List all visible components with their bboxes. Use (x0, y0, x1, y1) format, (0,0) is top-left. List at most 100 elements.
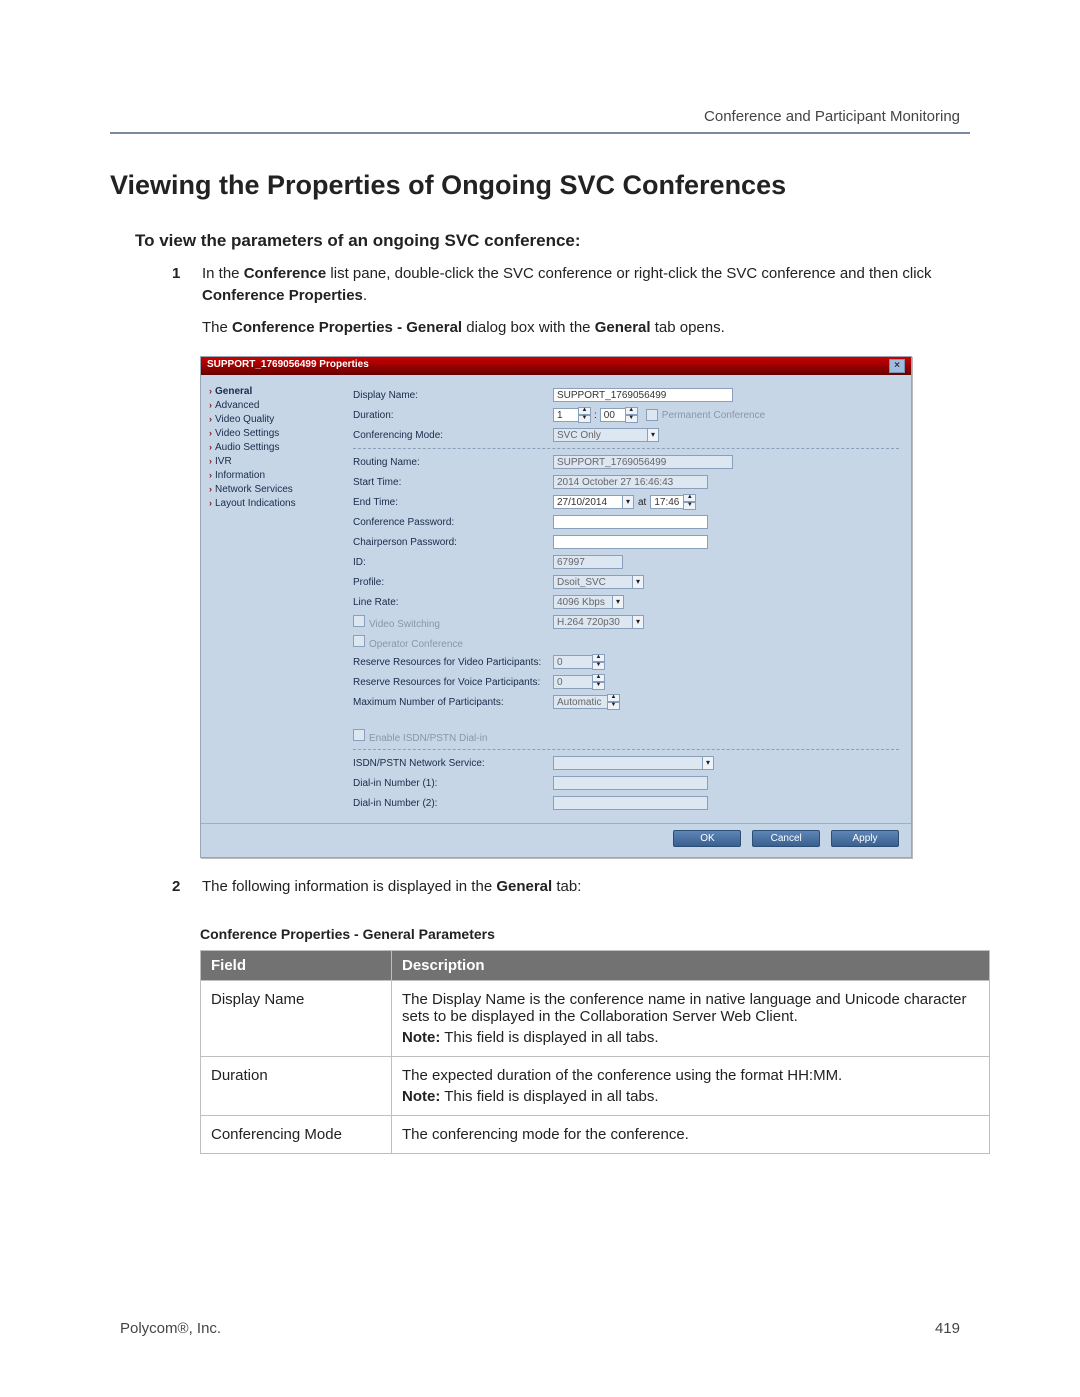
input-dialin1 (553, 776, 708, 790)
input-display-name[interactable]: SUPPORT_1769056499 (553, 388, 733, 402)
cell-desc: The expected duration of the conference … (392, 1057, 990, 1116)
input-res-video: 0 (553, 655, 593, 669)
sidebar-item-information[interactable]: ›Information (209, 470, 341, 481)
chevron-down-icon[interactable]: ▾ (622, 495, 634, 509)
label-line-rate: Line Rate: (353, 597, 553, 608)
t: Conference Properties (202, 287, 363, 304)
select-vswitch: H.264 720p30 (553, 615, 633, 629)
step-2-number: 2 (172, 876, 180, 898)
chevron-down-icon: ▾ (647, 428, 659, 442)
input-duration-hh[interactable]: 1 (553, 408, 579, 422)
input-res-voice: 0 (553, 675, 593, 689)
label-conf-mode: Conferencing Mode: (353, 430, 553, 441)
dialog-title: SUPPORT_1769056499 Properties (207, 359, 369, 373)
label-dialin2: Dial-in Number (2): (353, 798, 553, 809)
apply-button[interactable]: Apply (831, 830, 899, 847)
sidebar-item-video-quality[interactable]: ›Video Quality (209, 414, 341, 425)
dialog-sidebar: ›General ›Advanced ›Video Quality ›Video… (201, 375, 345, 823)
step-2: 2 The following information is displayed… (172, 876, 950, 898)
t: General (496, 878, 552, 895)
cell-desc: The Display Name is the conference name … (392, 981, 990, 1057)
arrow-icon: › (209, 470, 212, 480)
label-permanent: Permanent Conference (662, 410, 765, 421)
t: tab: (552, 878, 581, 895)
table-caption: Conference Properties - General Paramete… (200, 926, 970, 942)
footer-right: 419 (935, 1320, 960, 1337)
checkbox-opconf (353, 635, 365, 647)
sidebar-item-layout-indications[interactable]: ›Layout Indications (209, 498, 341, 509)
input-end-date[interactable]: 27/10/2014 (553, 495, 623, 509)
t: tab opens. (651, 319, 725, 336)
arrow-icon: › (209, 386, 212, 396)
sidebar-item-ivr[interactable]: ›IVR (209, 456, 341, 467)
chevron-down-icon: ▾ (612, 595, 624, 609)
parameters-table: Field Description Display Name The Displ… (200, 950, 990, 1154)
table-row: Duration The expected duration of the co… (201, 1057, 990, 1116)
cell-field: Display Name (201, 981, 392, 1057)
dialog-main: Display Name:SUPPORT_1769056499 Duration… (345, 375, 911, 823)
chevron-down-icon: ▾ (632, 575, 644, 589)
arrow-icon: › (209, 414, 212, 424)
select-line-rate: 4096 Kbps (553, 595, 613, 609)
label-video-switching: Video Switching (353, 615, 553, 630)
spinner-icon[interactable]: ▲▼ (578, 407, 591, 423)
t: The (202, 319, 232, 336)
table-row: Display Name The Display Name is the con… (201, 981, 990, 1057)
sidebar-item-general[interactable]: ›General (209, 386, 341, 397)
section-heading: To view the parameters of an ongoing SVC… (135, 231, 970, 251)
input-conf-pwd[interactable] (553, 515, 708, 529)
checkbox-vswitch (353, 615, 365, 627)
checkbox-isdn (353, 729, 365, 741)
spinner-icon: ▲▼ (607, 694, 620, 710)
label-at: at (638, 497, 646, 508)
cancel-button[interactable]: Cancel (752, 830, 820, 847)
header-right: Conference and Participant Monitoring (704, 108, 960, 125)
spinner-icon: ▲▼ (592, 674, 605, 690)
arrow-icon: › (209, 400, 212, 410)
sidebar-item-video-settings[interactable]: ›Video Settings (209, 428, 341, 439)
dialog-titlebar: SUPPORT_1769056499 Properties × (201, 357, 911, 375)
spinner-icon[interactable]: ▲▼ (625, 407, 638, 423)
chevron-down-icon: ▾ (702, 756, 714, 770)
t: Conference Properties - General (232, 319, 462, 336)
label-operator-conf: Operator Conference (353, 635, 553, 650)
step-1-number: 1 (172, 263, 180, 285)
input-max-part: Automatic (553, 695, 608, 709)
label-isdn-enable: Enable ISDN/PSTN Dial-in (353, 729, 553, 744)
arrow-icon: › (209, 456, 212, 466)
sidebar-item-network-services[interactable]: ›Network Services (209, 484, 341, 495)
t: The following information is displayed i… (202, 878, 496, 895)
select-isdn-service (553, 756, 703, 770)
label-display-name: Display Name: (353, 390, 553, 401)
input-duration-mm[interactable]: 00 (600, 408, 626, 422)
label-duration: Duration: (353, 410, 553, 421)
table-row: Conferencing Mode The conferencing mode … (201, 1116, 990, 1154)
label-chair-pwd: Chairperson Password: (353, 537, 553, 548)
arrow-icon: › (209, 442, 212, 452)
sidebar-item-audio-settings[interactable]: ›Audio Settings (209, 442, 341, 453)
t: . (363, 287, 367, 304)
select-profile: Dsoit_SVC (553, 575, 633, 589)
label-end-time: End Time: (353, 497, 553, 508)
step-1: 1 In the Conference list pane, double-cl… (172, 263, 950, 338)
dialog-screenshot: SUPPORT_1769056499 Properties × ›General… (200, 356, 912, 858)
input-chair-pwd[interactable] (553, 535, 708, 549)
cell-field: Duration (201, 1057, 392, 1116)
close-icon[interactable]: × (889, 359, 905, 373)
label-conf-pwd: Conference Password: (353, 517, 553, 528)
label-start-time: Start Time: (353, 477, 553, 488)
spinner-icon[interactable]: ▲▼ (683, 494, 696, 510)
spinner-icon: ▲▼ (592, 654, 605, 670)
input-end-time[interactable]: 17:46 (650, 495, 684, 509)
label-id: ID: (353, 557, 553, 568)
label-res-video: Reserve Resources for Video Participants… (353, 657, 553, 668)
th-description: Description (392, 951, 990, 981)
label-profile: Profile: (353, 577, 553, 588)
t: Conference (244, 265, 327, 282)
th-field: Field (201, 951, 392, 981)
ok-button[interactable]: OK (673, 830, 741, 847)
dialog-footer: OK Cancel Apply (201, 823, 911, 857)
input-dialin2 (553, 796, 708, 810)
arrow-icon: › (209, 498, 212, 508)
sidebar-item-advanced[interactable]: ›Advanced (209, 400, 341, 411)
